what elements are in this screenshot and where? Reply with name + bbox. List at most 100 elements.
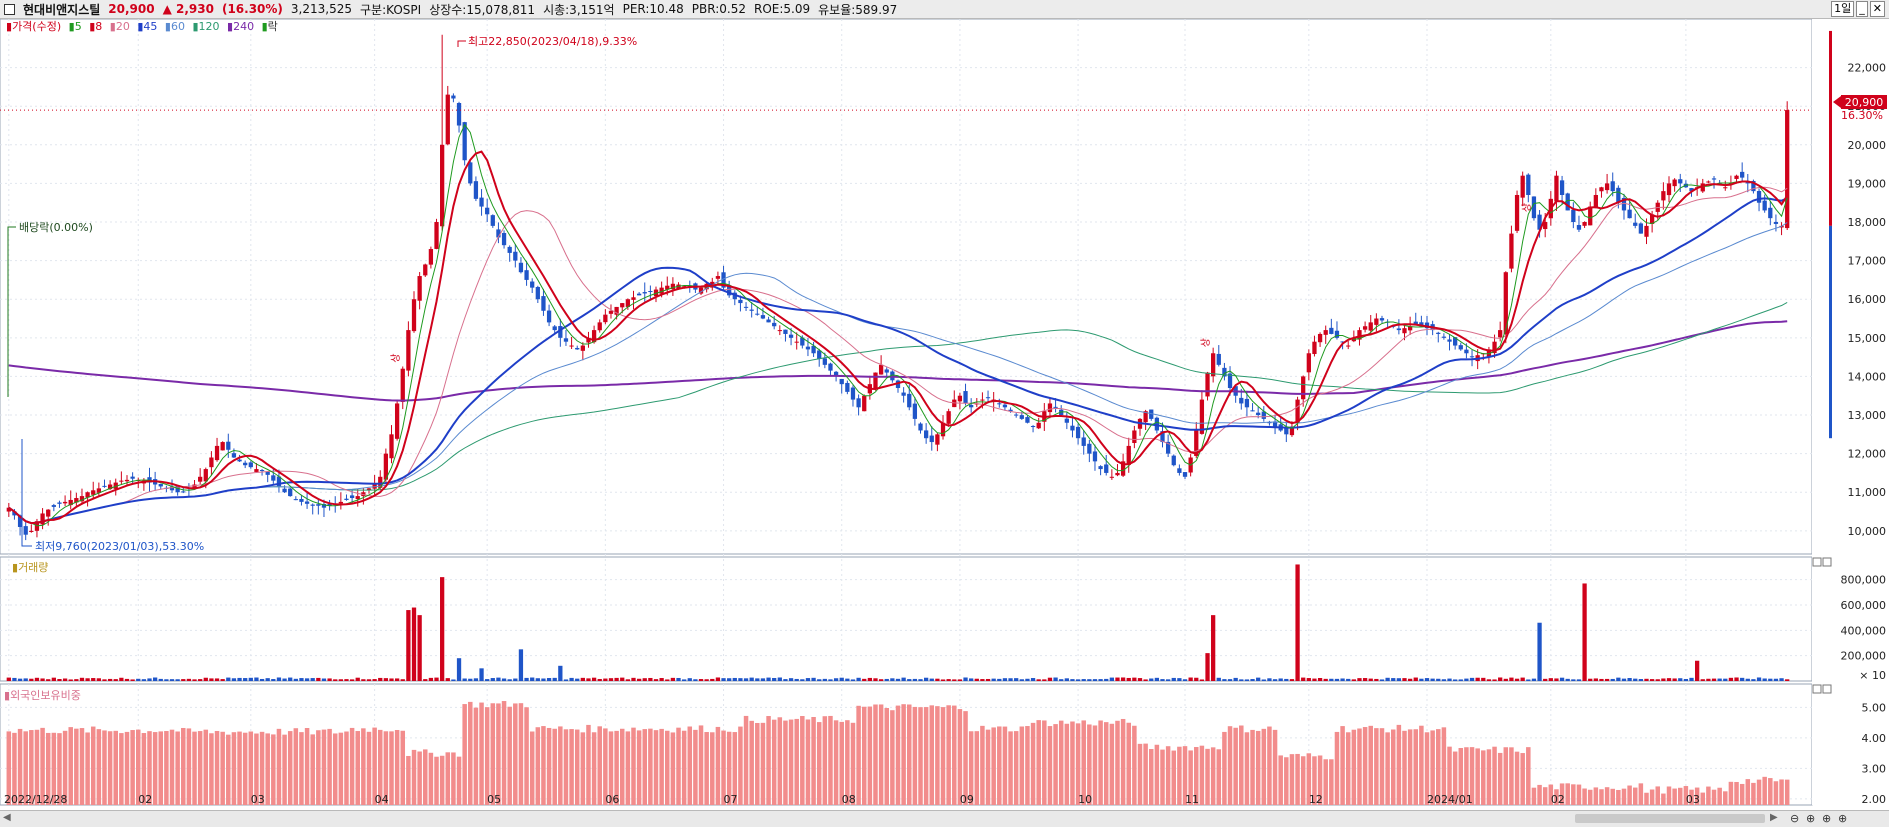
volume-bar (1272, 679, 1278, 681)
candle-body (1368, 322, 1373, 331)
volume-bar (1588, 678, 1593, 681)
right-axis-area (1812, 19, 1889, 805)
foreign-bar (884, 708, 889, 805)
current-price: 20,900 (108, 2, 155, 16)
volume-bar (1222, 679, 1227, 681)
foreign-bar (1678, 787, 1683, 805)
volume-bar (1391, 678, 1396, 681)
foreign-bar (1638, 783, 1644, 805)
horizontal-scrollbar[interactable]: ◀ ▶ ⊖ ⊕ ⊕ ⊕ (0, 810, 1889, 827)
zoom-out-icon[interactable]: ⊖ (1790, 812, 1800, 825)
foreign-bar (1711, 789, 1717, 805)
volume-bar (1633, 678, 1638, 681)
volume-bar (1773, 678, 1779, 681)
foreign-bar (1728, 781, 1734, 805)
foreign-bar (304, 727, 310, 805)
volume-close-button[interactable] (1822, 557, 1832, 567)
foreign-bar (935, 706, 940, 805)
foreign-bar (1784, 779, 1790, 805)
volume-bar (1109, 677, 1114, 681)
volume-bar (1514, 678, 1520, 681)
scroll-left-icon[interactable]: ◀ (3, 812, 11, 823)
foreign-close-button[interactable] (1822, 684, 1832, 694)
foreign-bar (29, 730, 34, 805)
foreign-bar (766, 716, 771, 805)
foreign-bar (57, 733, 62, 805)
volume-bar (575, 678, 580, 681)
zoom-reset-icon[interactable]: ⊕ (1822, 812, 1832, 825)
x-tick-label: 10 (1078, 793, 1092, 806)
candle-body (929, 435, 934, 443)
scroll-right-icon[interactable]: ▶ (1770, 812, 1778, 823)
foreign-bar (1154, 744, 1160, 805)
zoom-fit-icon[interactable]: ⊕ (1838, 812, 1848, 825)
candle-body (969, 404, 974, 408)
volume-bar (46, 679, 51, 681)
candle-body (591, 330, 597, 343)
legend-ma120: 120 (199, 20, 220, 33)
foreign-bar (811, 717, 816, 805)
volume-bar (1593, 678, 1598, 681)
candle-body (760, 315, 766, 319)
volume-stat: 3,213,525 (290, 2, 352, 16)
candle-body (304, 501, 310, 504)
candle-body (271, 475, 276, 481)
period-button[interactable]: 1일 (1831, 1, 1855, 17)
foreign-bar (603, 728, 608, 805)
window-icon[interactable] (4, 3, 15, 15)
foreign-bar (968, 731, 974, 805)
foreign-bar (1137, 743, 1143, 805)
volume-bar (772, 677, 777, 681)
candle-body (997, 403, 1002, 405)
volume-bar (265, 678, 270, 681)
zoom-in-icon[interactable]: ⊕ (1806, 812, 1816, 825)
volume-bar (1464, 678, 1469, 681)
foreign-bar (1177, 746, 1182, 805)
foreign-bar (1312, 756, 1317, 805)
candle-body (124, 479, 130, 482)
scroll-thumb[interactable] (1575, 814, 1765, 823)
foreign-bar (1520, 753, 1525, 805)
candle-body (524, 270, 529, 280)
volume-bar (288, 677, 293, 681)
foreign-bar (1396, 724, 1402, 805)
candle-body (383, 453, 389, 480)
high-annotation: 최고22,850(2023/04/18),9.33% (457, 35, 637, 48)
foreign-bar (665, 730, 670, 805)
candle-body (265, 471, 270, 475)
candle-body (850, 387, 856, 400)
volume-bar (226, 677, 231, 681)
candle-body (1734, 175, 1739, 179)
volume-bar (924, 677, 929, 681)
foreign-bar (1362, 727, 1368, 805)
candle-body (546, 310, 552, 323)
grid-lines (0, 19, 1812, 805)
candle-body (901, 392, 906, 396)
candle-body (40, 513, 45, 525)
volume-bar (620, 677, 625, 681)
legend-ma45-marker: ▮ (137, 20, 143, 33)
volume-bar (1762, 678, 1767, 681)
candle-body (1104, 464, 1109, 473)
volume-bar (1672, 678, 1677, 681)
volume-maximize-button[interactable] (1812, 557, 1822, 567)
foreign-bar (856, 705, 861, 805)
foreign-maximize-button[interactable] (1812, 684, 1822, 694)
volume-bar (496, 677, 501, 681)
volume-bar (1025, 678, 1030, 681)
foreign-bar (1419, 725, 1424, 805)
close-button[interactable]: ✕ (1869, 1, 1885, 17)
volume-bar (1042, 679, 1047, 681)
candle-body (462, 122, 467, 161)
minimize-button[interactable]: _ (1856, 1, 1868, 17)
current-price-marker: 20,900 16.30% (1833, 95, 1887, 122)
price-change-pct: (16.30%) (221, 2, 283, 16)
volume-bar (57, 678, 62, 681)
volume-bar (68, 679, 73, 681)
foreign-bar (963, 711, 968, 805)
volume-bar (1346, 678, 1351, 681)
candle-body (411, 299, 417, 332)
candle-body (203, 469, 208, 482)
volume-bar (1014, 678, 1019, 681)
candle-body (440, 144, 445, 227)
